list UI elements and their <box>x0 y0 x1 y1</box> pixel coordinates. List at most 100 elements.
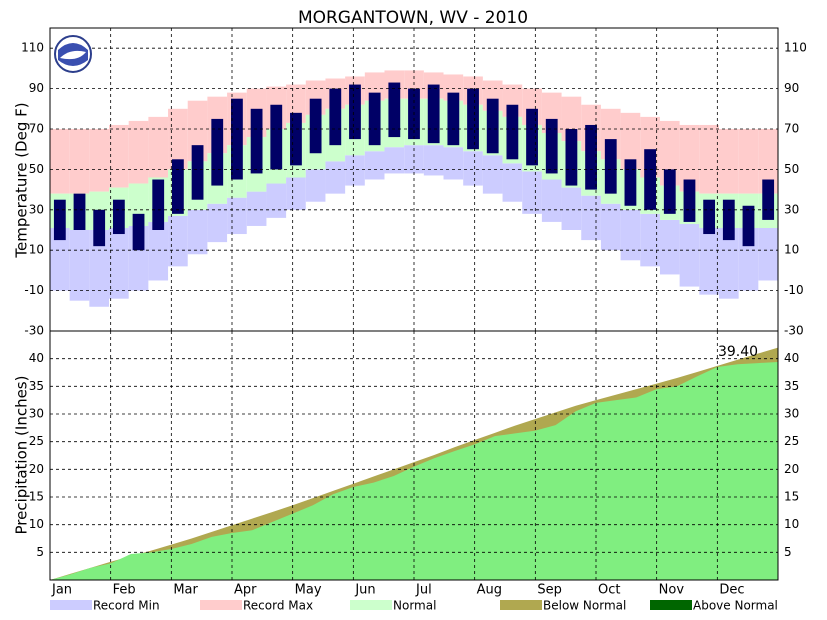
record-min-bar <box>659 219 680 275</box>
record-min-bar <box>305 169 326 202</box>
record-max-bar <box>50 129 70 194</box>
y-tick-label-right: 30 <box>784 202 799 216</box>
y-tick-label-right: 50 <box>784 162 799 176</box>
observed-bar <box>73 193 86 230</box>
y-tick-label: 15 <box>29 490 44 504</box>
y-tick-label-right: -30 <box>784 324 804 338</box>
observed-bar <box>427 84 440 144</box>
x-tick-label: Jun <box>354 583 375 598</box>
x-tick-label: Mar <box>173 583 198 598</box>
observed-bar <box>388 82 401 138</box>
record-max-bar <box>89 129 110 192</box>
legend-label: Normal <box>393 599 436 613</box>
y-tick-label-right: 40 <box>784 351 799 365</box>
observed-bar <box>545 118 558 174</box>
record-min-bar <box>187 209 208 255</box>
y-tick-label-right: 30 <box>784 407 799 421</box>
observed-bar <box>722 199 735 241</box>
legend-swatch <box>50 600 92 610</box>
observed-bar <box>742 205 755 247</box>
observed-bar <box>762 179 775 220</box>
observed-bar <box>270 104 283 170</box>
y-tick-label: 40 <box>29 351 44 365</box>
observed-bar <box>506 104 519 160</box>
observed-bar <box>486 98 499 154</box>
record-min-bar <box>581 195 601 241</box>
record-min-bar <box>50 227 70 291</box>
observed-bar <box>644 149 657 210</box>
observed-bar <box>663 169 676 214</box>
y-tick-label: 110 <box>21 41 44 55</box>
y-tick-label-right: 15 <box>784 490 799 504</box>
y-tick-label: 25 <box>29 434 44 448</box>
record-min-bar <box>522 171 542 214</box>
observed-bar <box>329 88 342 146</box>
plot-layer: -30 -30 -10 -10 10 10 30 30 50 50 70 70 90 90 110 110 39… <box>21 27 807 613</box>
y-tick-label: -10 <box>24 283 44 297</box>
observed-bar <box>112 199 125 235</box>
observed-bar <box>171 159 184 214</box>
y-tick-label: 30 <box>29 407 44 421</box>
record-min-bar <box>148 221 169 281</box>
record-min-bar <box>482 155 503 194</box>
record-min-bar <box>404 145 424 174</box>
x-tick-label: May <box>295 583 322 598</box>
record-min-bar <box>423 145 444 176</box>
x-tick-label: Oct <box>598 583 620 598</box>
record-min-bar <box>758 227 778 281</box>
noaa-logo <box>54 35 92 73</box>
record-min-bar <box>345 155 365 186</box>
observed-bar <box>309 98 322 154</box>
observed-bar <box>368 92 381 146</box>
record-max-bar <box>148 116 169 178</box>
legend-swatch <box>350 600 392 610</box>
legend-label: Record Min <box>93 599 160 613</box>
observed-bar <box>132 213 145 251</box>
observed-bar <box>211 118 224 186</box>
record-min-bar <box>69 230 90 301</box>
record-max-bar <box>718 129 739 194</box>
record-min-bar <box>89 230 110 307</box>
observed-bar <box>250 108 263 174</box>
y-axis-label: Precipitation (Inches) <box>13 376 31 535</box>
record-min-bar <box>600 203 621 251</box>
record-min-bar <box>384 147 405 174</box>
y-tick-label: 70 <box>29 122 44 136</box>
x-tick-label: Sep <box>537 583 562 598</box>
record-min-bar <box>679 223 700 287</box>
y-tick-label-right: 10 <box>784 243 799 257</box>
legend-label: Record Max <box>243 599 313 613</box>
record-max-bar <box>699 124 719 194</box>
record-min-bar <box>541 179 562 222</box>
record-min-bar <box>620 209 641 261</box>
y-tick-label-right: 110 <box>784 41 807 55</box>
observed-bar <box>349 84 361 140</box>
x-tick-label: Jul <box>415 583 432 598</box>
record-min-bar <box>207 203 228 243</box>
y-tick-label-right: 35 <box>784 379 799 393</box>
record-min-bar <box>109 227 129 299</box>
x-tick-label: Nov <box>659 583 685 598</box>
observed-bar <box>604 139 617 194</box>
y-tick-label-right: -10 <box>784 283 804 297</box>
y-tick-label-right: 5 <box>784 545 792 559</box>
legend-label: Above Normal <box>693 599 778 613</box>
record-min-bar <box>502 163 523 202</box>
plot-frame <box>49 330 779 581</box>
observed-bar <box>624 159 637 206</box>
y-tick-label: -30 <box>24 324 44 338</box>
y-tick-label: 30 <box>29 202 44 216</box>
record-min-bar <box>463 151 483 186</box>
observed-bar <box>526 108 538 166</box>
legend-label: Below Normal <box>543 599 626 613</box>
legend-swatch <box>200 600 242 610</box>
record-min-bar <box>364 151 385 180</box>
observed-bar <box>703 199 716 235</box>
record-max-bar <box>679 124 700 192</box>
record-max-bar <box>128 120 149 184</box>
y-tick-label: 20 <box>29 462 44 476</box>
record-min-bar <box>699 227 719 295</box>
y-axis-label: Temperature (Deg F) <box>13 102 31 258</box>
observed-bar <box>93 209 106 247</box>
